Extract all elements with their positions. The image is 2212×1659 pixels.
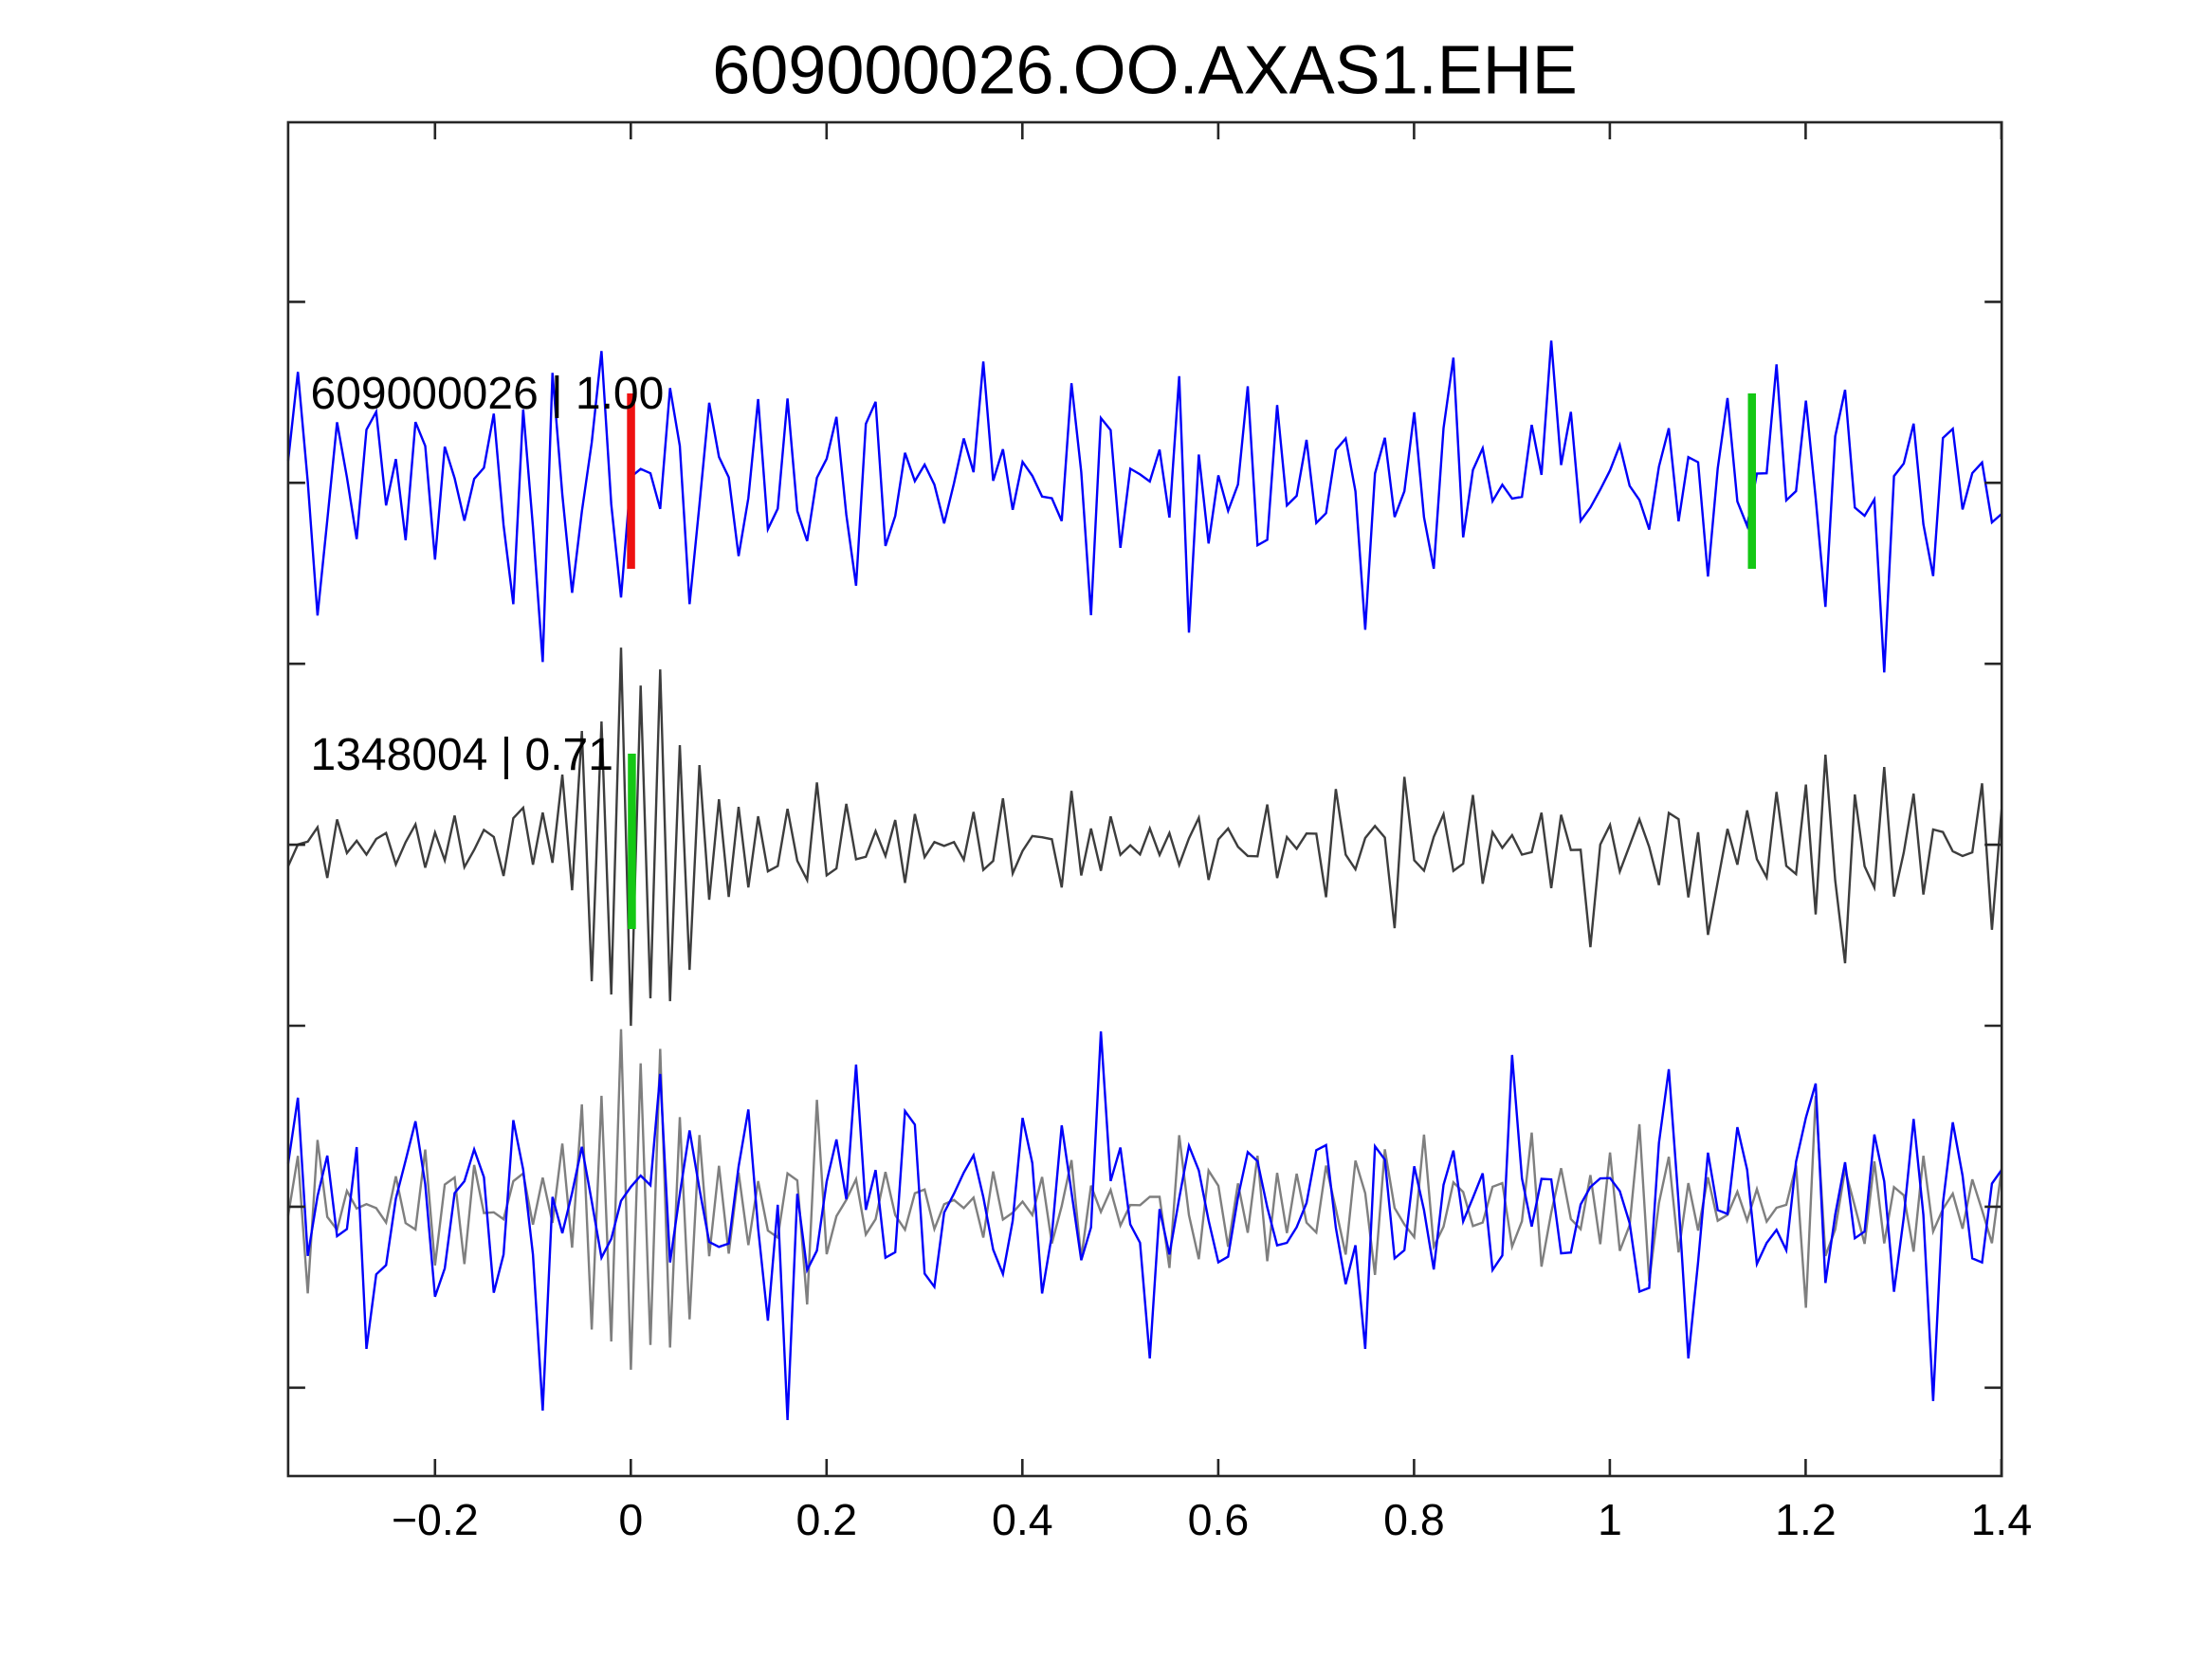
svg-text:609000026 | 1.00: 609000026 | 1.00 <box>311 369 665 419</box>
svg-text:0.4: 0.4 <box>992 1495 1053 1544</box>
svg-text:−0.2: −0.2 <box>392 1495 479 1544</box>
svg-text:1.2: 1.2 <box>1775 1495 1837 1544</box>
svg-text:0.8: 0.8 <box>1383 1495 1445 1544</box>
svg-text:0.6: 0.6 <box>1188 1495 1250 1544</box>
svg-text:0: 0 <box>618 1495 643 1544</box>
svg-text:0.2: 0.2 <box>795 1495 857 1544</box>
svg-text:609000026.OO.AXAS1.EHE: 609000026.OO.AXAS1.EHE <box>712 33 1578 109</box>
svg-text:1348004 | 0.71: 1348004 | 0.71 <box>311 730 613 780</box>
svg-text:1: 1 <box>1598 1495 1622 1544</box>
svg-text:1.4: 1.4 <box>1971 1495 2033 1544</box>
